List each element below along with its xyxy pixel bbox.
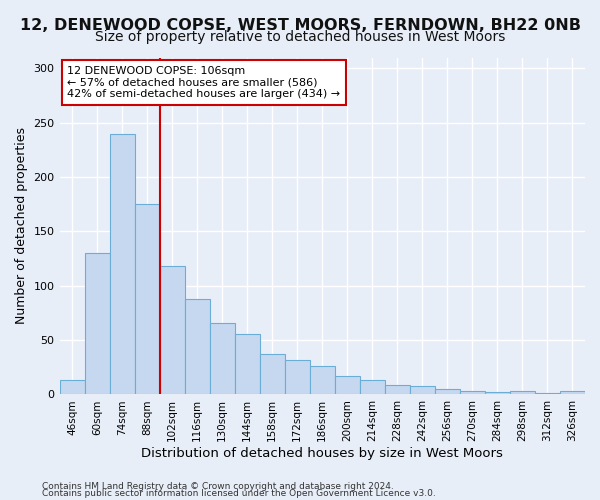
Bar xyxy=(134,204,160,394)
Bar xyxy=(460,391,485,394)
Bar xyxy=(435,389,460,394)
Text: 12 DENEWOOD COPSE: 106sqm
← 57% of detached houses are smaller (586)
42% of semi: 12 DENEWOOD COPSE: 106sqm ← 57% of detac… xyxy=(67,66,341,99)
Bar xyxy=(360,380,385,394)
X-axis label: Distribution of detached houses by size in West Moors: Distribution of detached houses by size … xyxy=(142,447,503,460)
Bar xyxy=(410,386,435,394)
Bar xyxy=(385,384,410,394)
Bar xyxy=(160,266,185,394)
Bar xyxy=(560,391,585,394)
Bar xyxy=(235,334,260,394)
Bar xyxy=(485,392,510,394)
Text: Contains HM Land Registry data © Crown copyright and database right 2024.: Contains HM Land Registry data © Crown c… xyxy=(42,482,394,491)
Text: Contains public sector information licensed under the Open Government Licence v3: Contains public sector information licen… xyxy=(42,489,436,498)
Bar xyxy=(260,354,285,395)
Bar xyxy=(285,360,310,394)
Bar xyxy=(510,391,535,394)
Y-axis label: Number of detached properties: Number of detached properties xyxy=(15,128,28,324)
Bar xyxy=(85,253,110,394)
Text: 12, DENEWOOD COPSE, WEST MOORS, FERNDOWN, BH22 0NB: 12, DENEWOOD COPSE, WEST MOORS, FERNDOWN… xyxy=(19,18,581,32)
Text: Size of property relative to detached houses in West Moors: Size of property relative to detached ho… xyxy=(95,30,505,44)
Bar xyxy=(110,134,134,394)
Bar xyxy=(335,376,360,394)
Bar xyxy=(185,299,209,394)
Bar xyxy=(209,322,235,394)
Bar xyxy=(59,380,85,394)
Bar xyxy=(310,366,335,394)
